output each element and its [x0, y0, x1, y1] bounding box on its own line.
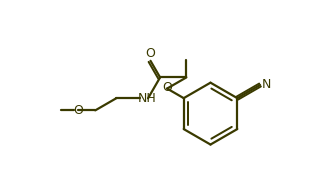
Text: O: O	[145, 47, 155, 61]
Text: N: N	[262, 79, 271, 91]
Text: O: O	[162, 81, 172, 94]
Text: NH: NH	[138, 92, 157, 105]
Text: O: O	[73, 104, 83, 117]
